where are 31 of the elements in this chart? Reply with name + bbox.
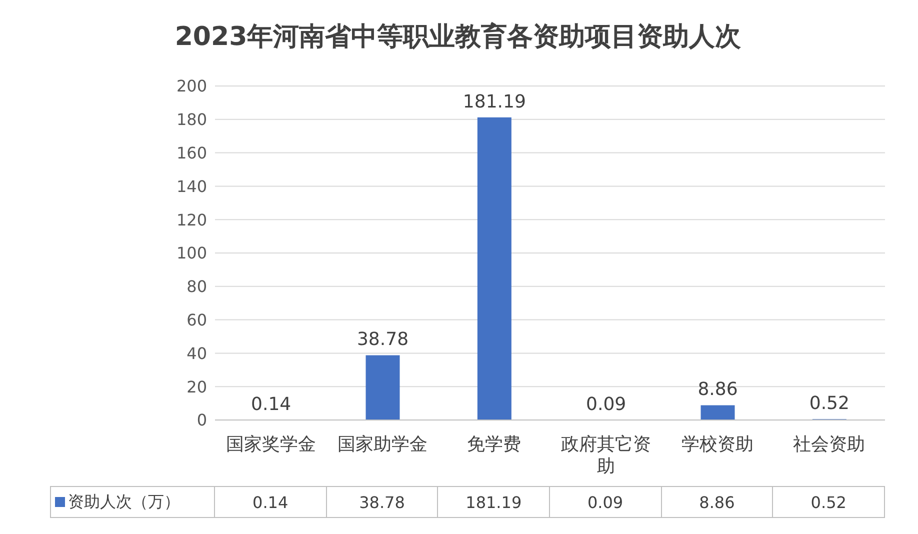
data-label: 181.19 (438, 486, 550, 518)
y-tick-label: 140 (176, 176, 207, 196)
y-tick-label: 200 (176, 76, 207, 96)
y-tick-label: 120 (176, 210, 207, 230)
y-tick-label: 100 (176, 244, 207, 263)
y-tick-label: 80 (186, 277, 207, 296)
text: 181.19 (462, 91, 526, 112)
y-tick-label: 0 (196, 410, 207, 430)
text: 0.09 (586, 394, 626, 415)
legend-label: 资助人次（万） (68, 492, 180, 512)
text: 0.52 (809, 393, 850, 414)
text: 0.14 (251, 394, 292, 415)
data-label: 0.52 (773, 486, 885, 518)
data-label: 0.14 (215, 486, 327, 518)
y-tick-label: 20 (186, 377, 207, 396)
x-tick-label: 国家奖学金 (226, 434, 316, 455)
y-tick-label: 40 (186, 344, 207, 363)
x-tick-label: 学校资助 (682, 434, 754, 455)
text: 8.86 (698, 379, 738, 400)
x-tick-label: 政府其它资助 (560, 434, 651, 477)
chart-title: 2023年河南省中等职业教育各资助项目资助人次 (174, 21, 742, 54)
y-tick-label: 180 (176, 110, 207, 130)
x-tick-label: 社会资助 (793, 434, 866, 455)
y-tick-label: 60 (186, 310, 207, 330)
data-label: 38.78 (326, 486, 438, 518)
text: 38.78 (356, 329, 409, 350)
data-label: 8.86 (662, 486, 774, 518)
y-tick-label: 160 (176, 143, 207, 162)
x-tick-label: 国家助学金 (338, 434, 428, 455)
x-tick-label: 免学费 (467, 434, 522, 455)
data-label: 0.09 (550, 486, 662, 518)
